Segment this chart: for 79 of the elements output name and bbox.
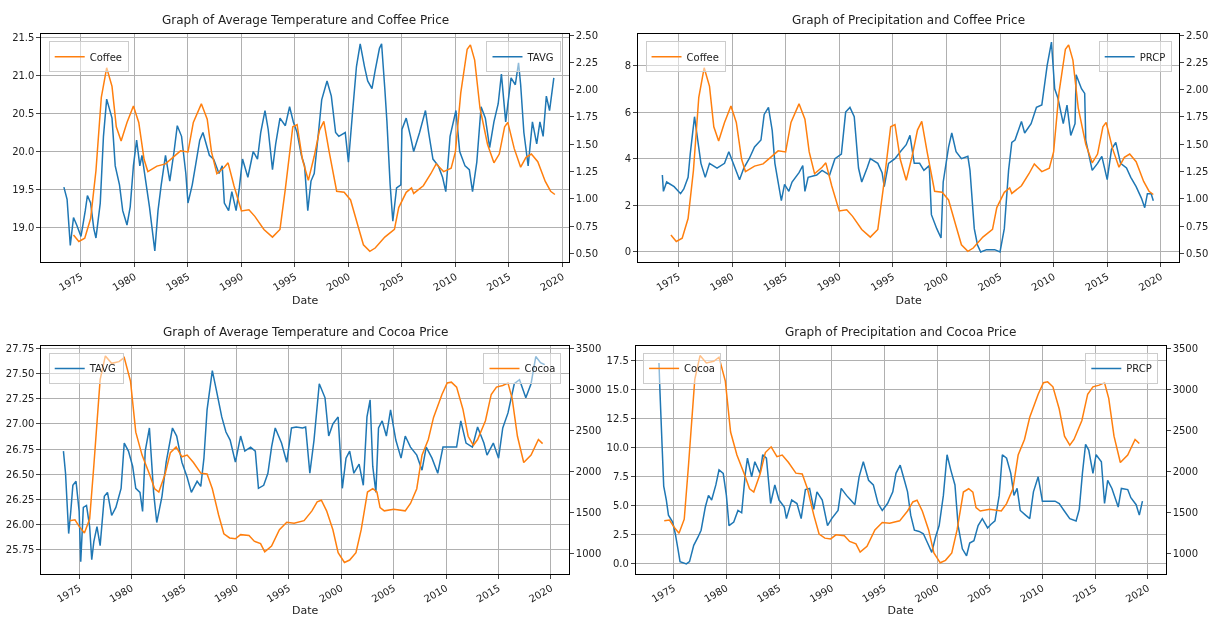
y2-tick-label: 1.50: [1186, 138, 1209, 150]
y-tick-label: 7.5: [612, 471, 629, 483]
y-tick-label: 6: [624, 106, 632, 118]
y2-tick-label: 0.75: [575, 220, 599, 232]
y-tick-label: 17.5: [606, 355, 629, 367]
legend-label: Cocoa: [524, 363, 556, 375]
y-tick-label: 25.75: [5, 544, 35, 556]
x-tick-label: 1980: [107, 582, 136, 605]
y2-tick-label: 2500: [575, 425, 602, 437]
y2-tick-label: 3000: [575, 384, 602, 396]
y2-tick-label: 2500: [1172, 424, 1199, 436]
y2-tick-label: 1.25: [1186, 166, 1209, 178]
legend-label: TAVG: [526, 51, 554, 63]
y2-tick-label: 1.75: [575, 111, 599, 123]
y2-tick-label: 1.00: [575, 193, 599, 205]
y-tick-label: 27.50: [5, 368, 35, 380]
y-tick-label: 27.75: [5, 343, 35, 355]
y-tick-label: 8: [624, 59, 632, 71]
y-tick-label: 26.25: [5, 493, 35, 505]
y-tick-label: 0: [624, 246, 632, 258]
y2-tick-label: 2000: [575, 466, 602, 478]
y2-tick-label: 3000: [1172, 383, 1199, 395]
y2-tick-label: 1.25: [575, 166, 599, 178]
y-tick-label: 26.50: [5, 468, 35, 480]
chart-title: Graph of Precipitation and Cocoa Price: [785, 325, 1017, 339]
y-tick-label: 0.0: [612, 558, 629, 570]
y-tick-label: 5.0: [612, 500, 629, 512]
y2-tick-label: 3500: [1172, 342, 1199, 354]
legend-label: TAVG: [88, 363, 116, 375]
y2-tick-label: 0.50: [575, 247, 599, 259]
y-tick-label: 26.75: [5, 443, 35, 455]
x-axis-title: Date: [887, 604, 915, 617]
y2-tick-label: 2.25: [1186, 56, 1209, 68]
x-tick-label: 1980: [702, 582, 730, 605]
x-tick-label: 1990: [212, 582, 240, 605]
y-tick-label: 27.25: [5, 393, 35, 405]
y2-tick-label: 1.00: [1186, 193, 1209, 205]
chart-title: Graph of Precipitation and Coffee Price: [792, 13, 1026, 27]
y-tick-label: 20.0: [12, 145, 35, 157]
y-tick-label: 19.0: [12, 221, 35, 233]
y2-tick-label: 1.50: [575, 138, 599, 150]
x-axis-title: Date: [291, 604, 319, 617]
y2-tick-label: 3500: [575, 343, 602, 355]
y-tick-label: 19.5: [12, 183, 35, 195]
y-tick-label: 15.0: [606, 384, 629, 396]
y-tick-label: 21.0: [12, 70, 35, 82]
y2-tick-label: 1500: [575, 507, 602, 518]
y2-tick-label: 0.75: [1186, 220, 1209, 232]
y-tick-label: 4: [624, 153, 632, 165]
y-tick-label: 21.5: [12, 32, 35, 44]
y2-tick-label: 2.50: [1186, 29, 1209, 41]
legend-label: PRCP: [1126, 363, 1152, 375]
y-tick-label: 2: [624, 199, 632, 211]
y2-tick-label: 2.00: [1186, 84, 1209, 96]
y-tick-label: 27.00: [5, 418, 35, 430]
y-tick-label: 12.5: [606, 413, 629, 425]
y2-tick-label: 2000: [1172, 466, 1199, 478]
x-tick-label: 1990: [807, 582, 836, 605]
x-tick-label: 2020: [1123, 582, 1152, 605]
y-tick-label: 2.5: [612, 529, 629, 541]
x-axis-title: Date: [895, 294, 922, 308]
chart-title: Graph of Average Temperature and Coffee Price: [162, 13, 450, 27]
y2-tick-label: 1500: [1172, 507, 1199, 519]
y-tick-label: 26.00: [5, 519, 35, 531]
y2-tick-label: 1.75: [1186, 111, 1209, 123]
y2-tick-label: 2.25: [575, 56, 599, 68]
legend-label: Cocoa: [684, 363, 715, 375]
y-tick-label: 10.0: [606, 442, 629, 454]
y2-tick-label: 2.50: [575, 29, 599, 41]
y2-tick-label: 1000: [575, 547, 602, 559]
legend-label: Coffee: [686, 51, 719, 63]
y-tick-label: 20.5: [12, 108, 35, 120]
legend-label: Coffee: [89, 51, 123, 63]
y2-tick-label: 0.50: [1186, 247, 1209, 259]
chart-title: Graph of Average Temperature and Cocoa Price: [163, 325, 449, 339]
y2-tick-label: 1000: [1172, 548, 1199, 560]
x-axis-title: Date: [291, 294, 319, 308]
legend-label: PRCP: [1139, 51, 1166, 63]
y2-tick-label: 2.00: [575, 84, 599, 96]
